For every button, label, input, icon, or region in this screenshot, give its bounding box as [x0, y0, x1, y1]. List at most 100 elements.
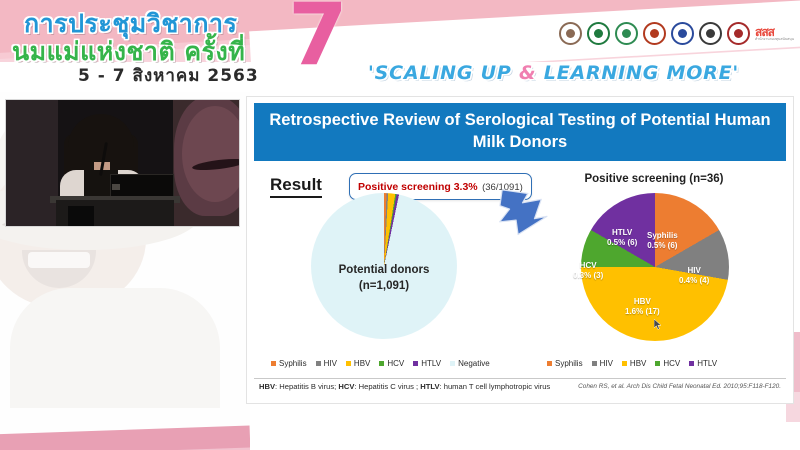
- slice-label-htlv-name: HTLV: [611, 228, 633, 237]
- legend-swatch-hbv: [345, 361, 351, 366]
- legend-label-hcv-right: HCV: [663, 359, 681, 368]
- speaker-video-overlay[interactable]: [6, 100, 239, 226]
- conference-date-thai: 5 - 7 สิงหาคม 2563: [78, 66, 259, 86]
- footnote-divider: [254, 378, 786, 379]
- legend-label-hbv: HBV: [353, 359, 371, 368]
- slice-label-hiv-value: 0.4% (4): [679, 276, 710, 285]
- sponsor-logo-strip: สสส สำนักงานกองทุนสนับสนุน: [559, 22, 794, 45]
- presentation-slide: Retrospective Review of Serological Test…: [246, 96, 794, 404]
- logo-ministry-public-health-a-icon: [587, 22, 611, 45]
- potential-donors-label-line1: Potential donors: [338, 264, 430, 276]
- legend-label-negative: Negative: [458, 359, 490, 368]
- footnote-text-hcv: : Hepatitis C virus ;: [354, 382, 421, 391]
- logo-ring: [671, 22, 695, 45]
- legend-swatch-hiv: [315, 361, 321, 366]
- footnote-text-htlv: : human T cell lymphotropic virus: [439, 382, 551, 391]
- potential-donors-pie-chart: Potential donors (n=1,091): [269, 193, 499, 351]
- legend-label-hiv: HIV: [323, 359, 337, 368]
- legend-item-hbv-right: HBV: [621, 359, 647, 368]
- podium-panel: [68, 206, 94, 226]
- positive-screening-legend: Syphilis HIV HBV HCV HTLV: [547, 359, 717, 368]
- speaker-badge: [112, 184, 120, 190]
- legend-label-hiv-right: HIV: [599, 359, 613, 368]
- banner-white-base: [0, 62, 800, 92]
- footnote-abbr-htlv: HTLV: [420, 382, 440, 391]
- logo-university-a-icon: [643, 22, 667, 45]
- legend-item-hcv: HCV: [379, 359, 404, 368]
- legend-label-htlv-right: HTLV: [697, 359, 718, 368]
- slice-label-hcv: HCV 0.3% (3): [573, 261, 603, 281]
- logo-institute-b-icon: [727, 22, 751, 45]
- logo-ring: [727, 22, 751, 45]
- legend-swatch-hcv-right: [655, 361, 661, 366]
- blue-arrow-icon: [495, 189, 551, 239]
- video-background-left: [6, 100, 58, 226]
- mouse-cursor-icon: [653, 317, 662, 330]
- legend-swatch-htlv-right: [689, 361, 695, 366]
- slide-title: Retrospective Review of Serological Test…: [254, 103, 786, 161]
- footnote-abbr-hcv: HCV: [338, 382, 355, 391]
- positive-screening-pie-chart: Positive screening (n=36) Syphilis 0.5% …: [529, 173, 779, 355]
- legend-item-hcv-right: HCV: [655, 359, 680, 368]
- logo-thai-royal-emblem-icon: [559, 22, 583, 45]
- podium-top-edge: [50, 196, 180, 203]
- footnote-abbr-hbv: HBV: [259, 382, 276, 391]
- logo-ring: [587, 22, 611, 45]
- video-foreground-face-highlight: [182, 106, 239, 202]
- slide-footnote: HBV: Hepatitis B virus; HCV: Hepatitis C…: [259, 382, 550, 391]
- legend-swatch-hcv: [379, 361, 385, 366]
- slice-label-hbv-value: 1.6% (17): [625, 307, 660, 316]
- conference-tagline: 'SCALING UP & LEARNING MORE': [368, 62, 739, 84]
- positive-screening-pie-graphic: [581, 193, 729, 341]
- conference-title-thai-line1: การประชุมวิชาการ: [24, 9, 238, 38]
- blue-arrow-svg: [499, 189, 548, 236]
- tagline-part2: LEARNING MORE': [536, 62, 739, 84]
- legend-swatch-syphilis-right: [547, 361, 552, 366]
- legend-label-syphilis-right: Syphilis: [555, 359, 583, 368]
- logo-thaihealth-sss-icon: สสส สำนักงานกองทุนสนับสนุน: [755, 26, 794, 42]
- legend-label-hbv-right: HBV: [629, 359, 647, 368]
- legend-item-hiv: HIV: [315, 359, 337, 368]
- logo-institute-a-icon: [699, 22, 723, 45]
- potential-donors-legend: Syphilis HIV HBV HCV HTLV Negative: [271, 359, 490, 368]
- legend-label-hcv: HCV: [387, 359, 405, 368]
- legend-label-syphilis: Syphilis: [279, 359, 307, 368]
- legend-item-htlv-right: HTLV: [689, 359, 717, 368]
- slice-label-syphilis-value: 0.5% (6): [647, 241, 678, 250]
- legend-label-htlv: HTLV: [421, 359, 442, 368]
- slice-label-hbv: HBV 1.6% (17): [625, 297, 660, 317]
- logo-sss-subtext: สำนักงานกองทุนสนับสนุน: [755, 36, 794, 41]
- callout-highlight-text: Positive screening 3.3%: [358, 181, 478, 193]
- conference-title-thai-line2: นมแม่แห่งชาติ ครั้งที่: [12, 37, 246, 66]
- slice-label-hiv-name: HIV: [687, 266, 701, 275]
- result-heading: Result: [270, 175, 322, 198]
- legend-item-syphilis: Syphilis: [271, 359, 307, 368]
- slice-label-hcv-value: 0.3% (3): [573, 271, 604, 280]
- legend-item-negative: Negative: [450, 359, 490, 368]
- legend-swatch-negative: [450, 361, 456, 366]
- legend-item-hiv-right: HIV: [591, 359, 613, 368]
- slice-label-hcv-name: HCV: [579, 261, 597, 270]
- callout-detail-text: (36/1091): [482, 182, 523, 193]
- potential-donors-label-line2: (n=1,091): [358, 279, 410, 292]
- legend-item-htlv: HTLV: [413, 359, 441, 368]
- footnote-text-hbv: : Hepatitis B virus;: [275, 382, 339, 391]
- conference-banner: การประชุมวิชาการ นมแม่แห่งชาติ ครั้งที่ …: [0, 0, 800, 92]
- conference-edition-number: 7: [288, 0, 348, 85]
- slide-citation: Cohen RS, et al. Arch Dis Child Fetal Ne…: [578, 383, 781, 390]
- slice-label-syphilis: Syphilis 0.5% (6): [647, 231, 678, 251]
- legend-swatch-hiv-right: [591, 361, 597, 366]
- tagline-part1: 'SCALING UP: [368, 62, 520, 84]
- tagline-ampersand: &: [519, 62, 537, 84]
- slice-label-htlv-value: 0.5% (6): [607, 238, 638, 247]
- legend-swatch-hbv-right: [621, 361, 627, 366]
- logo-ring: [559, 22, 583, 45]
- potential-donors-pie-graphic: [311, 193, 457, 339]
- slice-label-hiv: HIV 0.4% (4): [679, 266, 709, 286]
- slice-label-hbv-name: HBV: [633, 297, 651, 306]
- potential-donors-center-label: Potential donors (n=1,091): [269, 263, 499, 294]
- logo-ministry-public-health-b-icon: [615, 22, 639, 45]
- logo-sss-text: สสส: [755, 24, 775, 39]
- logo-university-b-icon: [671, 22, 695, 45]
